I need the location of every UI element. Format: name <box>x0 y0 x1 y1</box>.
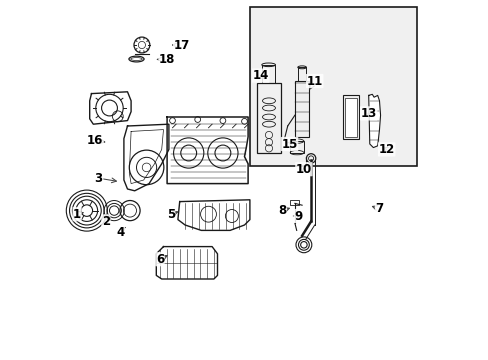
Text: 17: 17 <box>172 39 189 51</box>
Bar <box>343 95 358 139</box>
Bar <box>297 67 306 81</box>
Text: 18: 18 <box>157 53 175 66</box>
Text: 8: 8 <box>278 204 289 217</box>
Bar <box>289 141 303 153</box>
Bar <box>261 65 275 83</box>
Text: 13: 13 <box>360 107 376 120</box>
Polygon shape <box>89 92 131 124</box>
Text: 4: 4 <box>116 226 125 239</box>
Text: 3: 3 <box>95 172 116 185</box>
Text: 14: 14 <box>252 69 268 82</box>
Text: 10: 10 <box>295 163 311 176</box>
Text: 7: 7 <box>372 202 383 215</box>
Text: 11: 11 <box>306 75 322 89</box>
Polygon shape <box>123 124 168 191</box>
Bar <box>249 7 416 166</box>
Bar <box>345 98 356 137</box>
Text: 5: 5 <box>166 208 178 221</box>
Text: 6: 6 <box>156 253 167 266</box>
Polygon shape <box>167 117 247 184</box>
Text: 15: 15 <box>281 138 297 150</box>
Text: 1: 1 <box>73 208 83 221</box>
Bar <box>294 81 309 137</box>
Text: 2: 2 <box>102 215 110 228</box>
Polygon shape <box>156 247 217 279</box>
Text: 9: 9 <box>293 210 302 222</box>
Text: 16: 16 <box>87 134 104 147</box>
Polygon shape <box>178 200 249 230</box>
Polygon shape <box>368 94 380 148</box>
Text: 12: 12 <box>378 143 394 156</box>
Bar <box>289 200 298 205</box>
Bar <box>257 83 280 153</box>
